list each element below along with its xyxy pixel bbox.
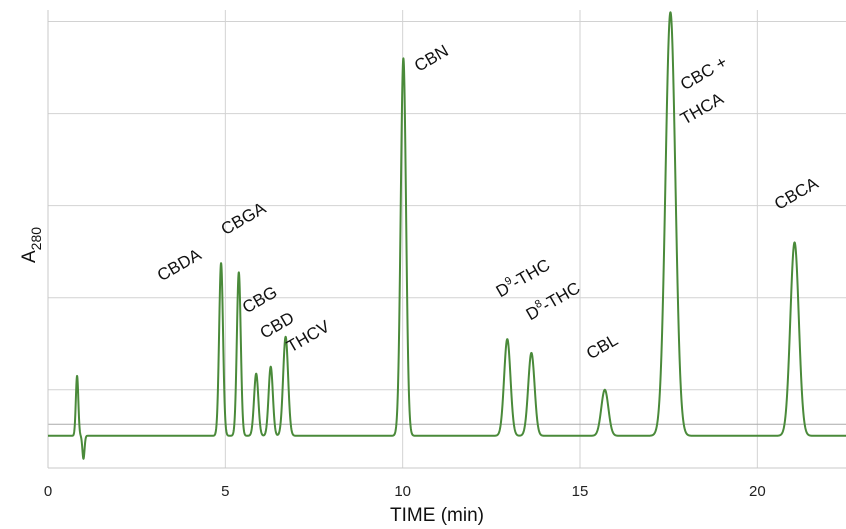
x-tick-label-0: 0 [44,483,52,500]
peak-label-text-5: CBN [411,41,452,75]
series-line-0 [47,11,846,460]
peak-label-11: CBCA [771,173,822,213]
grid-lines [48,10,846,468]
peak-label-text-9: CBC + [677,52,730,94]
peak-label-9: CBC + [677,52,730,94]
x-axis-title: TIME (min) [390,505,484,526]
peak-label-text-6: D9-THC [492,254,553,301]
peak-annotations: CBDACBGACBGCBDTHCVCBND9-THCD8-THCCBLCBC … [154,41,822,363]
peak-label-text-8: CBL [583,330,621,363]
y-axis-title-subscript: 280 [28,227,44,251]
y-axis-title-main: A [19,250,40,263]
x-tick-label-4: 20 [749,483,766,500]
peak-label-text-11: CBCA [771,173,822,213]
peak-label-8: CBL [583,330,621,363]
peak-label-text-0: CBDA [154,245,205,285]
y-axis-title: A280 [19,227,44,263]
series-layer [47,11,846,460]
peak-label-10: THCA [677,89,727,129]
peak-label-text-10: THCA [677,89,727,129]
peak-label-7: D8-THC [522,277,584,324]
x-tick-label-1: 5 [221,483,229,500]
peak-label-0: CBDA [154,245,205,285]
peak-label-text-2: CBG [239,282,280,317]
peak-label-5: CBN [411,41,452,75]
peak-label-text-7: D8-THC [522,277,583,324]
x-tick-labels: 0 5 10 15 20 [44,483,766,500]
peak-label-6: D9-THC [492,254,554,301]
x-tick-label-2: 10 [394,483,411,500]
axes [47,10,846,469]
peak-label-2: CBG [239,282,280,317]
x-tick-label-3: 15 [572,483,589,500]
